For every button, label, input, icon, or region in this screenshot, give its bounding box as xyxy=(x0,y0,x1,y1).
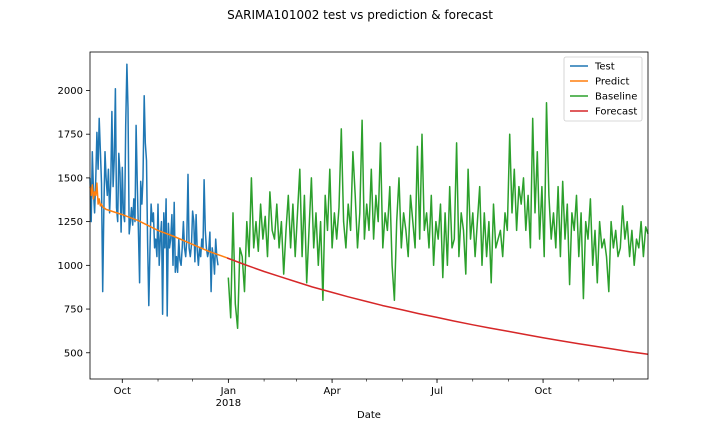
y-tick-label: 1250 xyxy=(58,217,83,228)
x-tick-label: Jul xyxy=(430,386,443,397)
y-tick-label: 1750 xyxy=(58,130,83,141)
plot-frame xyxy=(89,51,649,380)
y-tick-label: 1000 xyxy=(58,261,83,272)
y-tick-label: 1500 xyxy=(58,173,83,184)
legend-label-predict: Predict xyxy=(595,77,630,88)
x-tick-label: Apr xyxy=(323,386,341,397)
y-tick-label: 2000 xyxy=(58,86,83,97)
x-tick-sublabel: 2018 xyxy=(216,398,241,409)
series-line-test xyxy=(89,63,219,317)
series-line-baseline xyxy=(227,101,649,330)
plot-lines xyxy=(89,63,649,355)
series-line-predict xyxy=(89,182,229,260)
x-tick-label: Jan xyxy=(220,386,236,397)
legend-label-baseline: Baseline xyxy=(595,92,637,103)
legend: Test Predict Baseline Forecast xyxy=(563,56,643,122)
chart-title: SARIMA101002 test vs prediction & foreca… xyxy=(227,8,493,22)
x-axis-label: Date xyxy=(357,410,381,421)
legend-label-test: Test xyxy=(594,62,615,73)
legend-label-forecast: Forecast xyxy=(595,107,637,118)
legend-box xyxy=(563,56,643,122)
y-axis: 500 750 1000 1250 1500 1750 2000 xyxy=(58,86,90,359)
x-tick-label: Oct xyxy=(534,386,551,397)
y-tick-label: 500 xyxy=(64,348,83,359)
x-tick-label: Oct xyxy=(114,386,131,397)
y-tick-label: 750 xyxy=(64,305,83,316)
series-line-forecast xyxy=(226,257,649,355)
